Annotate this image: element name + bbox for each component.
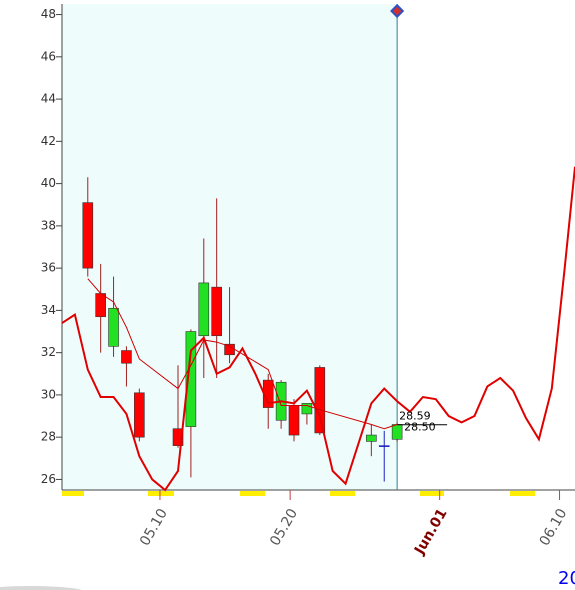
line-series [61, 166, 575, 492]
candle-body [82, 202, 94, 269]
scroll-handle [0, 586, 82, 590]
candle-body [288, 405, 300, 436]
y-tick-label: 32 [41, 345, 56, 359]
period-marker [420, 491, 444, 496]
candle-body [95, 293, 106, 318]
y-tick-label: 44 [41, 92, 56, 106]
y-tick-label: 46 [41, 49, 56, 63]
candle-body [185, 331, 197, 427]
cursor-marker [390, 3, 405, 19]
candle-body [378, 445, 390, 447]
y-tick-label: 28 [41, 430, 56, 444]
candle-body [314, 367, 326, 434]
line-series [87, 278, 398, 430]
candle-body [366, 434, 377, 442]
y-tick-label: 48 [41, 7, 56, 21]
price-tag: 28.50 [404, 421, 436, 434]
candle-body [121, 350, 132, 364]
period-marker [330, 491, 355, 496]
candle-body [172, 428, 184, 446]
candle-body [224, 343, 235, 356]
candle-body [134, 392, 145, 438]
highlight-region [62, 4, 398, 490]
y-tick-label: 42 [41, 134, 56, 148]
footer-text: 20 [558, 568, 575, 589]
period-marker [62, 491, 84, 496]
period-marker [148, 491, 174, 496]
period-marker [240, 491, 265, 496]
candle-body [108, 307, 119, 347]
x-tick-label: 05.10 [137, 506, 171, 549]
y-tick-label: 26 [41, 472, 56, 486]
y-tick-label: 30 [41, 387, 56, 401]
candle-body [211, 286, 222, 337]
x-tick-label: 05.20 [267, 506, 301, 549]
x-tick-label: Jun.01 [411, 506, 450, 558]
x-tick-label: 06.10 [537, 506, 571, 549]
candle-body [391, 424, 403, 440]
y-tick-label: 36 [41, 261, 56, 275]
price-tag: 28.59 [399, 410, 431, 423]
candle-body [198, 282, 210, 337]
candle-body [301, 403, 313, 415]
y-tick-label: 38 [41, 218, 56, 232]
period-marker [510, 491, 535, 496]
y-tick-label: 34 [41, 303, 56, 317]
y-tick-label: 40 [41, 176, 56, 190]
